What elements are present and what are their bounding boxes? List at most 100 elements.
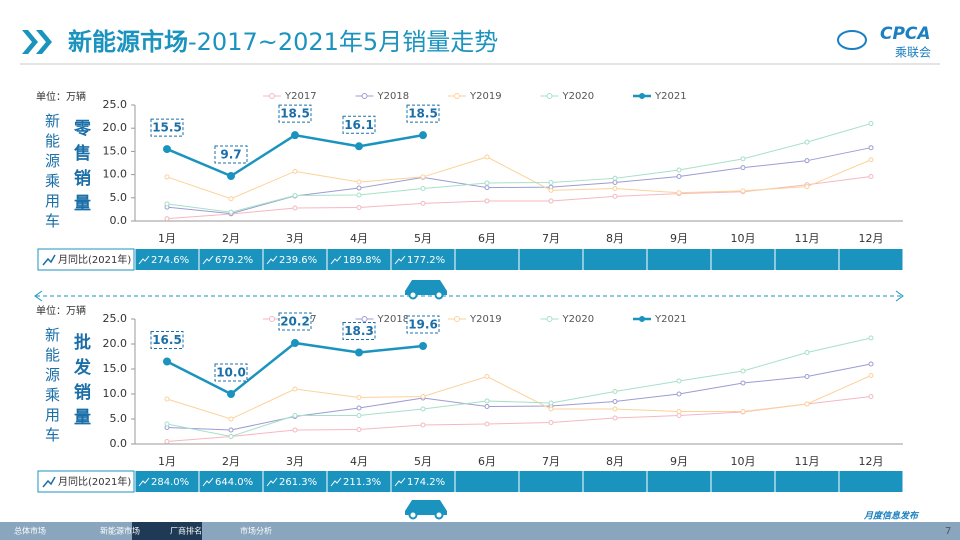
x-tick-label: 4月 (350, 232, 368, 245)
yoy-cell (327, 471, 391, 492)
legend-marker (361, 316, 368, 322)
data-point (292, 413, 298, 418)
data-point (612, 175, 618, 181)
slide-title: 新能源市场-2017~2021年5月销量走势 (68, 28, 498, 56)
data-point (868, 335, 874, 341)
logo-name: CPCA (880, 24, 931, 44)
yoy-value: 211.3% (343, 477, 381, 488)
x-tick-label: 6月 (478, 232, 496, 245)
data-point (612, 415, 618, 421)
legend-marker (639, 93, 645, 99)
trend-icon (330, 255, 342, 265)
series-line (166, 147, 872, 215)
legend-marker (454, 316, 460, 322)
data-point (356, 413, 362, 418)
metric-label: 批发销量 (70, 332, 92, 433)
car-icon (405, 280, 447, 295)
trend-icon (138, 477, 150, 487)
legend-marker (546, 316, 553, 322)
footer-tab: 市场分析 (240, 526, 272, 536)
y-tick-label: 5.0 (110, 191, 128, 204)
data-point (163, 357, 171, 366)
data-point (228, 196, 234, 202)
x-tick-label: 5月 (414, 455, 432, 468)
y-tick-label: 10.0 (103, 387, 128, 400)
side-label: 新能源乘用车 (43, 327, 61, 447)
y-tick-label: 25.0 (103, 98, 128, 111)
trend-icon (394, 477, 406, 487)
yoy-cell (199, 249, 263, 270)
x-tick-label: 10月 (731, 455, 756, 468)
data-point (164, 421, 170, 427)
yoy-label-cell (37, 470, 135, 493)
x-tick-label: 4月 (350, 455, 368, 468)
title-main: 新能源市场 (68, 28, 188, 56)
x-tick-label: 10月 (731, 232, 756, 245)
data-point (740, 156, 746, 162)
car-wheel (408, 290, 418, 300)
footer-tab: 总体市场 (14, 526, 46, 536)
data-point (484, 185, 490, 191)
series-line (166, 156, 872, 200)
data-point (228, 209, 234, 215)
data-point (163, 145, 171, 154)
car-wheel (408, 510, 418, 520)
data-point (292, 205, 298, 211)
data-point (740, 165, 746, 171)
legend-marker (454, 93, 460, 99)
yoy-cell (711, 249, 775, 270)
data-point (676, 378, 682, 384)
data-point (740, 188, 746, 194)
data-label: 10.0 (216, 366, 246, 380)
yoy-label: 月同比(2021年) (58, 253, 131, 266)
data-label-box (342, 115, 376, 134)
trend-icon (330, 477, 342, 487)
legend-label: Y2018 (377, 314, 410, 325)
data-point (420, 406, 426, 412)
data-point (420, 422, 426, 428)
data-point (548, 420, 554, 425)
x-tick-label: 3月 (286, 455, 304, 468)
yoy-label: 月同比(2021年) (58, 475, 131, 488)
trend-icon (266, 477, 278, 487)
trend-icon (42, 476, 56, 488)
x-tick-label: 5月 (414, 232, 432, 245)
y-tick-label: 0.0 (110, 214, 128, 227)
page-number: 7 (945, 526, 951, 537)
data-point (868, 361, 874, 367)
data-point (612, 193, 618, 199)
data-point (419, 342, 427, 350)
metric-label: 零售销量 (70, 119, 92, 219)
yoy-value: 644.0% (215, 477, 253, 488)
data-point (164, 216, 170, 222)
data-point (355, 348, 363, 357)
x-tick-label: 2月 (222, 232, 240, 245)
data-point (164, 396, 170, 402)
yoy-cell (135, 249, 199, 270)
data-label-box (214, 145, 248, 164)
data-label-box (406, 315, 440, 334)
yoy-cell (519, 471, 583, 492)
data-point (548, 198, 554, 204)
data-point (804, 158, 810, 164)
data-label: 15.5 (152, 121, 182, 135)
separator (34, 290, 904, 302)
data-point (548, 187, 554, 193)
data-point (484, 154, 490, 160)
legend-label: Y2017 (284, 91, 317, 102)
yoy-value: 679.2% (215, 255, 253, 266)
legend-label: Y2021 (654, 314, 687, 325)
trend-icon (394, 255, 406, 265)
yoy-value: 284.0% (151, 477, 189, 488)
yoy-value: 261.3% (279, 477, 317, 488)
series-line (166, 123, 872, 213)
yoy-label-cell (37, 248, 135, 271)
trend-icon (202, 477, 214, 487)
data-point (356, 427, 362, 432)
yoy-value: 239.6% (279, 255, 317, 266)
yoy-value: 189.8% (343, 255, 381, 266)
legend-marker (361, 93, 368, 99)
data-point (676, 409, 682, 414)
data-point (868, 145, 874, 151)
yoy-cell (455, 249, 519, 270)
